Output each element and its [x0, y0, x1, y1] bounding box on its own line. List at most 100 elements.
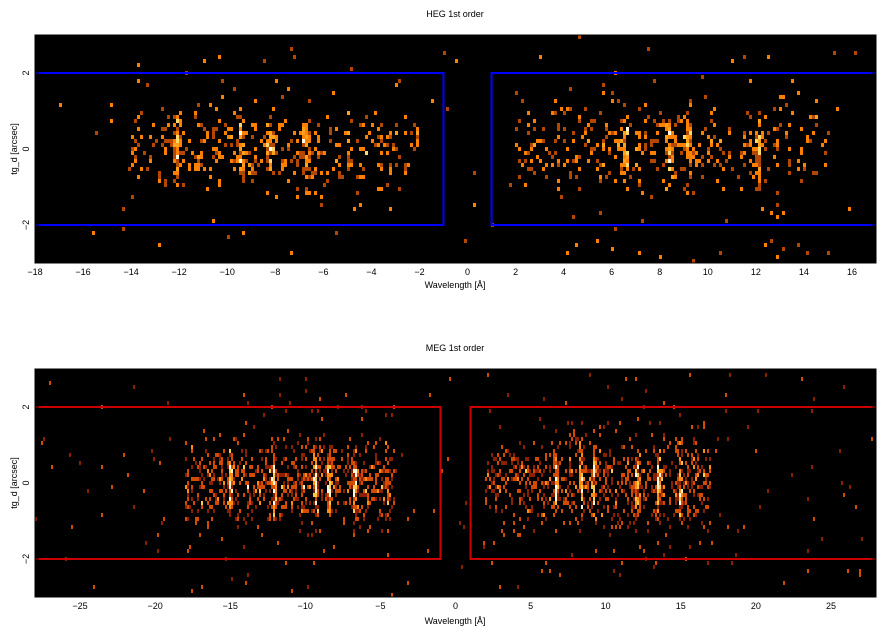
heg-event-pixel: [182, 159, 185, 163]
heg-event-pixel: [176, 139, 179, 143]
meg-event-pixel: [255, 505, 257, 509]
heg-event-pixel: [677, 115, 680, 119]
heg-event-pixel: [389, 207, 392, 211]
heg-event-pixel: [524, 151, 527, 155]
heg-event-pixel: [194, 111, 197, 115]
heg-event-pixel: [689, 103, 692, 107]
meg-event-pixel: [355, 509, 357, 513]
meg-event-pixel: [515, 457, 517, 461]
meg-event-pixel: [675, 489, 677, 493]
meg-event-pixel: [347, 457, 349, 461]
meg-event-pixel: [169, 437, 171, 441]
meg-event-pixel: [229, 513, 231, 517]
meg-event-pixel: [287, 485, 289, 489]
meg-event-pixel: [543, 481, 545, 485]
meg-event-pixel: [199, 477, 201, 481]
heg-event-pixel: [266, 159, 269, 163]
meg-event-pixel: [687, 505, 689, 509]
heg-event-pixel: [758, 135, 761, 139]
meg-event-pixel: [665, 473, 667, 477]
meg-event-pixel: [705, 457, 707, 461]
heg-event-pixel: [272, 143, 275, 147]
meg-event-pixel: [501, 445, 503, 449]
meg-title: MEG 1st order: [426, 343, 485, 353]
meg-event-pixel: [637, 473, 639, 477]
heg-event-pixel: [215, 147, 218, 151]
heg-event-pixel: [356, 139, 359, 143]
heg-event-pixel: [815, 171, 818, 175]
meg-event-pixel: [681, 477, 683, 481]
meg-event-pixel: [677, 493, 679, 497]
heg-event-pixel: [533, 119, 536, 123]
heg-event-pixel: [635, 131, 638, 135]
heg-event-pixel: [227, 127, 230, 131]
meg-event-pixel: [261, 485, 263, 489]
meg-event-pixel: [341, 457, 343, 461]
heg-event-pixel: [725, 219, 728, 223]
meg-event-pixel: [249, 493, 251, 497]
meg-event-pixel: [693, 481, 695, 485]
heg-event-pixel: [623, 147, 626, 151]
heg-x-tick-label: 8: [657, 267, 662, 277]
meg-event-pixel: [327, 501, 329, 505]
meg-event-pixel: [681, 437, 683, 441]
meg-event-pixel: [273, 469, 275, 473]
heg-event-pixel: [653, 119, 656, 123]
meg-event-pixel: [191, 497, 193, 501]
meg-event-pixel: [381, 513, 383, 517]
heg-event-pixel: [200, 155, 203, 159]
meg-event-pixel: [301, 505, 303, 509]
meg-event-pixel: [523, 493, 525, 497]
meg-event-pixel: [391, 505, 393, 509]
meg-event-pixel: [727, 437, 729, 441]
heg-event-pixel: [218, 179, 221, 183]
heg-event-pixel: [239, 159, 242, 163]
meg-event-pixel: [285, 457, 287, 461]
meg-event-pixel: [499, 485, 501, 489]
heg-event-pixel: [713, 107, 716, 111]
meg-event-pixel: [613, 505, 615, 509]
heg-event-pixel: [386, 151, 389, 155]
heg-event-pixel: [755, 131, 758, 135]
heg-event-pixel: [239, 151, 242, 155]
heg-event-pixel: [218, 119, 221, 123]
heg-event-pixel: [827, 131, 830, 135]
meg-event-pixel: [671, 485, 673, 489]
meg-event-pixel: [223, 481, 225, 485]
meg-event-pixel: [649, 461, 651, 465]
heg-event-pixel: [203, 139, 206, 143]
meg-event-pixel: [655, 561, 657, 565]
meg-event-pixel: [143, 489, 145, 493]
meg-event-pixel: [737, 529, 739, 533]
meg-event-pixel: [551, 505, 553, 509]
meg-event-pixel: [299, 529, 301, 533]
meg-event-pixel: [389, 457, 391, 461]
meg-event-pixel: [597, 501, 599, 505]
meg-event-pixel: [317, 489, 319, 493]
heg-event-pixel: [773, 107, 776, 111]
meg-event-pixel: [369, 525, 371, 529]
meg-event-pixel: [315, 469, 317, 473]
heg-event-pixel: [320, 171, 323, 175]
heg-event-pixel: [272, 131, 275, 135]
heg-event-pixel: [671, 131, 674, 135]
heg-event-pixel: [317, 123, 320, 127]
meg-event-pixel: [535, 457, 537, 461]
meg-event-pixel: [365, 469, 367, 473]
heg-event-pixel: [194, 167, 197, 171]
meg-event-pixel: [231, 501, 233, 505]
heg-event-pixel: [161, 127, 164, 131]
heg-event-pixel: [209, 167, 212, 171]
meg-event-pixel: [315, 477, 317, 481]
meg-event-pixel: [571, 493, 573, 497]
heg-event-pixel: [335, 127, 338, 131]
heg-event-pixel: [620, 171, 623, 175]
meg-event-pixel: [319, 445, 321, 449]
meg-event-pixel: [247, 481, 249, 485]
meg-event-pixel: [519, 533, 521, 537]
heg-event-pixel: [623, 135, 626, 139]
heg-event-pixel: [704, 127, 707, 131]
heg-event-pixel: [239, 167, 242, 171]
heg-event-pixel: [197, 103, 200, 107]
heg-event-pixel: [392, 147, 395, 151]
